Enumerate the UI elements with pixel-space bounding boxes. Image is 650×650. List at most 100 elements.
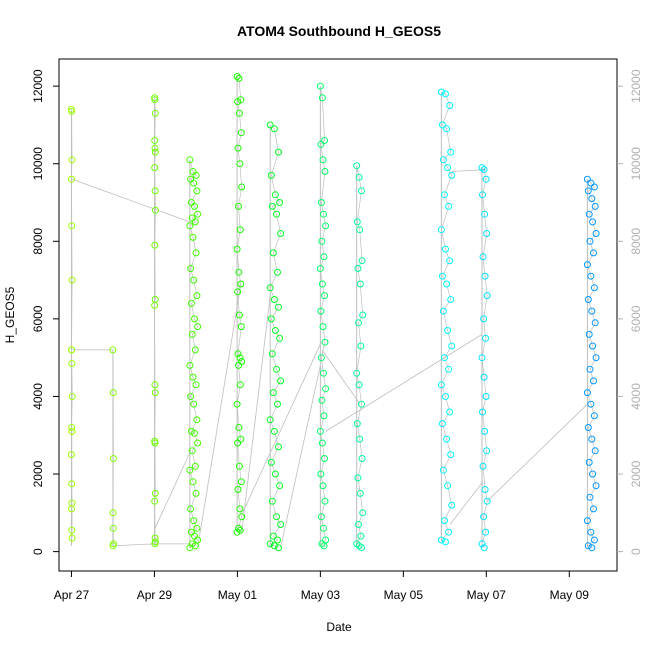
- data-point: [188, 447, 196, 455]
- data-point: [266, 416, 274, 424]
- data-point: [151, 301, 159, 309]
- data-point: [357, 342, 365, 350]
- data-point: [586, 237, 594, 245]
- data-point: [479, 191, 486, 199]
- data-point: [277, 521, 285, 528]
- y-tick-label: 8000: [31, 228, 45, 255]
- data-point: [322, 222, 330, 230]
- data-point: [235, 268, 243, 276]
- x-tick-label: May 07: [467, 588, 507, 602]
- data-point: [266, 540, 274, 548]
- data-point: [68, 480, 76, 488]
- data-point: [191, 202, 198, 210]
- data-point: [356, 489, 364, 497]
- data-point: [235, 311, 243, 319]
- data-point: [235, 109, 243, 117]
- data-point: [187, 393, 195, 400]
- data-point: [448, 171, 456, 179]
- data-point: [68, 505, 75, 513]
- y-right-tick-label: 12000: [629, 69, 643, 103]
- data-point: [194, 323, 202, 331]
- data-point: [447, 451, 455, 459]
- data-point: [68, 276, 76, 284]
- data-point: [320, 253, 328, 261]
- data-point: [187, 299, 195, 307]
- data-point: [67, 451, 75, 459]
- data-point: [589, 470, 597, 478]
- x-tick-label: May 03: [301, 588, 341, 602]
- data-point: [269, 389, 277, 397]
- data-point: [270, 542, 278, 550]
- data-point: [235, 74, 243, 82]
- series-segment-2018-05-04: [353, 162, 367, 552]
- data-point: [151, 109, 159, 117]
- data-point: [151, 381, 159, 389]
- data-point: [592, 230, 600, 237]
- y-tick-label: 6000: [31, 305, 45, 332]
- data-point: [443, 435, 451, 443]
- data-point: [266, 284, 274, 292]
- data-point: [237, 129, 245, 137]
- data-point: [483, 447, 491, 455]
- data-point: [233, 73, 241, 80]
- data-point: [439, 466, 447, 474]
- series-segment-2018-05-07: [478, 164, 491, 552]
- data-point: [448, 501, 456, 509]
- data-point: [587, 179, 595, 187]
- series-segment-2018-05-02: [266, 121, 285, 552]
- data-point: [151, 164, 159, 172]
- data-point: [275, 303, 282, 311]
- data-point: [317, 513, 325, 521]
- y-tick-label: 4000: [31, 383, 45, 410]
- data-point: [482, 334, 490, 342]
- data-point: [237, 280, 245, 288]
- data-point: [444, 482, 452, 490]
- data-point: [479, 253, 487, 261]
- data-point: [357, 532, 365, 540]
- data-point: [355, 173, 363, 181]
- segment-trace: [587, 178, 597, 549]
- data-point: [583, 175, 591, 183]
- data-point: [590, 183, 598, 191]
- data-point: [192, 171, 200, 179]
- data-point: [192, 381, 200, 389]
- data-point: [234, 350, 242, 358]
- data-point: [276, 482, 284, 490]
- data-point: [270, 125, 278, 133]
- data-point: [588, 435, 596, 443]
- data-point: [319, 323, 327, 331]
- data-point: [318, 439, 326, 447]
- segment-trace: [356, 165, 364, 548]
- data-point: [446, 408, 454, 416]
- data-point: [438, 420, 446, 428]
- data-point: [68, 424, 76, 431]
- data-point: [590, 284, 598, 292]
- data-point: [437, 381, 445, 389]
- data-point: [277, 377, 285, 385]
- series-segment-2018-04-28: [109, 346, 117, 550]
- data-point: [273, 365, 280, 373]
- data-point: [320, 369, 327, 377]
- data-point: [234, 288, 242, 296]
- data-point: [590, 249, 597, 257]
- data-point: [355, 521, 362, 528]
- data-point: [317, 140, 325, 148]
- data-point: [194, 536, 202, 544]
- data-point: [235, 524, 242, 532]
- data-point: [317, 199, 325, 206]
- data-point: [319, 482, 327, 490]
- data-point: [273, 210, 280, 218]
- data-point: [588, 307, 596, 315]
- y-tick-label: 10000: [31, 147, 45, 181]
- connector-line: [72, 178, 190, 223]
- data-point: [238, 513, 246, 521]
- y-right-tick-label: 2000: [629, 460, 643, 487]
- data-point: [187, 505, 195, 513]
- data-point: [190, 400, 198, 408]
- y-tick-label: 12000: [31, 69, 45, 103]
- data-point: [358, 187, 365, 195]
- data-point: [267, 458, 275, 466]
- data-point: [478, 354, 486, 362]
- data-point: [268, 202, 276, 210]
